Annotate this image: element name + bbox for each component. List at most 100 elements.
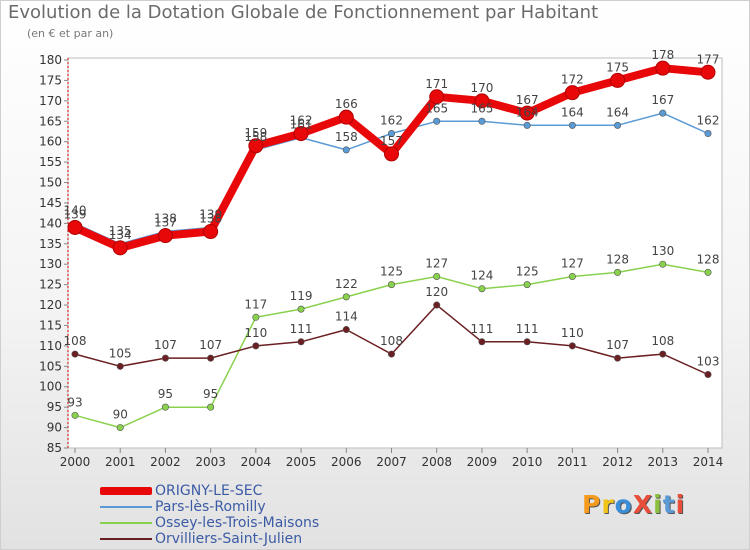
y-tick-label: 165 [39, 114, 62, 128]
legend-label-pars: Pars-lès-Romilly [155, 499, 266, 515]
data-label-origny-le-sec: 134 [109, 228, 132, 242]
data-label-orvilliers-saint-julien: 114 [335, 310, 358, 324]
data-label-orvilliers-saint-julien: 111 [470, 322, 493, 336]
x-tick-label: 2005 [286, 455, 317, 469]
y-tick-label: 120 [39, 298, 62, 312]
data-label-orvilliers-saint-julien: 107 [154, 338, 177, 352]
plot-area [67, 57, 723, 449]
data-point-ossey-les-trois-maisons [252, 313, 260, 321]
x-tick-label: 2001 [105, 455, 136, 469]
logo-letter: X [632, 490, 654, 519]
data-point-ossey-les-trois-maisons [568, 272, 576, 280]
data-point-pars-le-s-romilly [478, 117, 486, 125]
data-label-orvilliers-saint-julien: 110 [561, 326, 584, 340]
data-label-pars-le-s-romilly: 140 [64, 203, 87, 217]
data-label-ossey-les-trois-maisons: 127 [425, 256, 448, 270]
data-point-pars-le-s-romilly [704, 130, 712, 138]
x-tick-label: 2010 [512, 455, 543, 469]
data-point-origny-le-sec [157, 228, 173, 244]
x-tick-label: 2006 [331, 455, 362, 469]
data-point-ossey-les-trois-maisons [704, 268, 712, 276]
data-label-pars-le-s-romilly: 164 [606, 105, 629, 119]
chart-title: Evolution de la Dotation Globale de Fonc… [8, 2, 599, 23]
proxiti-logo: ProXiti [582, 490, 685, 519]
data-label-pars-le-s-romilly: 139 [199, 207, 222, 221]
y-tick-label: 85 [47, 441, 62, 455]
y-tick-label: 105 [39, 359, 62, 373]
data-label-ossey-les-trois-maisons: 117 [244, 297, 267, 311]
data-label-orvilliers-saint-julien: 108 [651, 334, 674, 348]
data-point-origny-le-sec [293, 126, 309, 142]
data-label-origny-le-sec: 157 [380, 134, 403, 148]
legend-swatch-ossey [100, 522, 152, 524]
data-label-orvilliers-saint-julien: 111 [516, 322, 539, 336]
data-point-ossey-les-trois-maisons [478, 285, 486, 293]
legend-label-orvilliers: Orvilliers-Saint-Julien [155, 531, 303, 547]
data-label-orvilliers-saint-julien: 107 [199, 338, 222, 352]
data-point-origny-le-sec [610, 72, 626, 88]
data-label-orvilliers-saint-julien: 110 [244, 326, 267, 340]
series-points [67, 60, 716, 432]
y-tick-label: 180 [39, 53, 62, 67]
x-tick-label: 2013 [648, 455, 679, 469]
data-label-origny-le-sec: 167 [516, 93, 539, 107]
data-point-ossey-les-trois-maisons [614, 268, 622, 276]
data-label-origny-le-sec: 166 [335, 97, 358, 111]
y-tick-label: 170 [39, 94, 62, 108]
logo-letter: o [614, 490, 633, 519]
data-point-ossey-les-trois-maisons [207, 403, 215, 411]
data-point-ossey-les-trois-maisons [433, 272, 441, 280]
data-point-pars-le-s-romilly [523, 121, 531, 129]
data-label-orvilliers-saint-julien: 120 [425, 285, 448, 299]
y-tick-label: 115 [39, 318, 62, 332]
data-label-ossey-les-trois-maisons: 95 [203, 387, 218, 401]
data-label-origny-le-sec: 139 [64, 207, 87, 221]
data-point-orvilliers-saint-julien [523, 338, 531, 346]
data-label-orvilliers-saint-julien: 103 [697, 354, 720, 368]
data-labels: 93 90 95 95 117 119 122 125 127 124 125 127 128 130 12… [64, 48, 720, 421]
data-label-pars-le-s-romilly: 165 [470, 101, 493, 115]
y-tick-label: 95 [47, 400, 62, 414]
chart-axes: 8590951001051101151201251301351401451501… [39, 53, 723, 469]
data-point-origny-le-sec [384, 146, 399, 162]
legend-item-orvilliers: Orvilliers-Saint-Julien [100, 531, 400, 547]
data-label-pars-le-s-romilly: 158 [335, 130, 358, 144]
data-point-orvilliers-saint-julien [297, 338, 305, 346]
logo-letter: i [653, 490, 663, 519]
data-point-ossey-les-trois-maisons [116, 424, 124, 432]
y-tick-label: 140 [39, 216, 62, 230]
x-tick-label: 2004 [241, 455, 272, 469]
y-tick-label: 155 [39, 155, 62, 169]
data-label-pars-le-s-romilly: 164 [516, 105, 539, 119]
data-point-orvilliers-saint-julien [71, 350, 79, 358]
data-label-ossey-les-trois-maisons: 128 [606, 252, 629, 266]
data-label-pars-le-s-romilly: 162 [697, 114, 720, 128]
data-label-orvilliers-saint-julien: 105 [109, 346, 132, 360]
data-label-origny-le-sec: 171 [425, 77, 448, 91]
data-label-ossey-les-trois-maisons: 119 [290, 289, 313, 303]
data-point-orvilliers-saint-julien [161, 354, 169, 362]
y-tick-label: 175 [39, 73, 62, 87]
y-tick-label: 125 [39, 278, 62, 292]
y-tick-label: 130 [39, 257, 62, 271]
x-tick-label: 2012 [602, 455, 633, 469]
data-label-ossey-les-trois-maisons: 128 [697, 252, 720, 266]
data-point-orvilliers-saint-julien [478, 338, 486, 346]
chart-subtitle: (en € et par an) [27, 27, 114, 40]
y-tick-label: 160 [39, 135, 62, 149]
legend-swatch-orvilliers [100, 538, 152, 540]
data-label-origny-le-sec: 138 [199, 212, 222, 226]
data-label-origny-le-sec: 175 [606, 60, 629, 74]
data-label-ossey-les-trois-maisons: 122 [335, 277, 358, 291]
data-point-pars-le-s-romilly [614, 121, 622, 129]
data-point-origny-le-sec [248, 138, 264, 154]
data-point-orvilliers-saint-julien [704, 370, 712, 378]
data-point-orvilliers-saint-julien [116, 362, 124, 370]
y-tick-label: 145 [39, 196, 62, 210]
data-label-pars-le-s-romilly: 164 [561, 105, 584, 119]
data-label-origny-le-sec: 178 [651, 48, 674, 62]
data-label-pars-le-s-romilly: 158 [244, 130, 267, 144]
data-point-ossey-les-trois-maisons [659, 260, 667, 268]
data-point-orvilliers-saint-julien [659, 350, 667, 358]
